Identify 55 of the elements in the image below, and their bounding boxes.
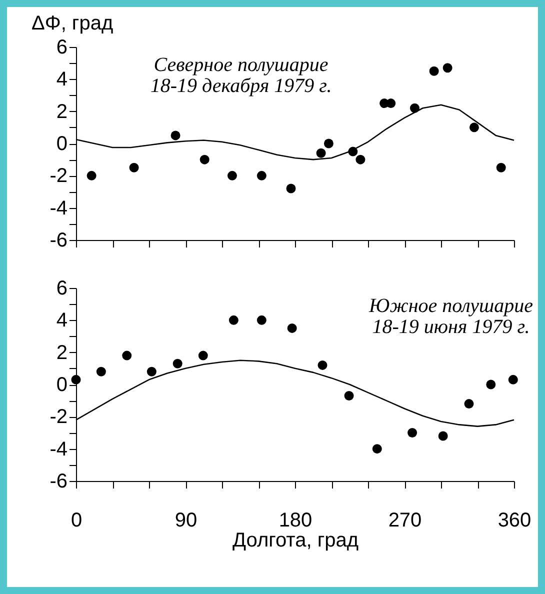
x-tick-label: 270 (388, 510, 422, 532)
y-tick-label: -4 (50, 438, 68, 460)
point (438, 431, 448, 441)
point (96, 366, 106, 376)
point (256, 170, 266, 180)
point (318, 360, 328, 370)
y-tick-label: -2 (50, 406, 68, 428)
annotation: Северное полушарие 18-19 декабря 1979 г. (150, 54, 332, 97)
y-tick-label: 6 (56, 36, 68, 58)
point (386, 98, 396, 108)
y-tick-label: -6 (50, 230, 68, 252)
y-tick-label: 0 (56, 374, 68, 396)
y-tick-label: 6 (56, 278, 68, 300)
point (429, 66, 439, 76)
point (442, 63, 452, 73)
y-tick-label: 2 (56, 342, 68, 364)
point (172, 358, 182, 368)
point (408, 428, 418, 438)
y-axis-title: ΔΦ, град (32, 12, 114, 34)
point (122, 350, 132, 360)
point (198, 350, 208, 360)
point (286, 184, 296, 194)
x-axis-title: Долгота, град (232, 530, 359, 552)
y-tick-label: 0 (56, 133, 68, 155)
point (344, 391, 354, 400)
point (324, 138, 334, 148)
point (146, 366, 156, 376)
point (129, 162, 139, 172)
point (372, 444, 382, 454)
point (71, 374, 81, 384)
point (356, 154, 366, 164)
y-tick-label: -4 (50, 197, 68, 220)
point (256, 315, 266, 325)
y-tick-label: -2 (50, 165, 68, 188)
point (486, 380, 496, 390)
y-tick-label: -6 (50, 470, 68, 492)
y-tick-label: 4 (56, 310, 68, 332)
point (86, 170, 96, 180)
y-tick-label: 4 (56, 68, 68, 91)
point (464, 399, 474, 409)
x-tick-label: 360 (498, 510, 532, 532)
x-tick-label: 180 (278, 510, 312, 532)
y-tick-label: 2 (56, 100, 68, 123)
point (469, 122, 479, 132)
point (287, 323, 297, 333)
point (316, 148, 326, 158)
point (228, 315, 238, 325)
point (496, 162, 506, 172)
annotation: Южное полушарие 18-19 июня 1979 г. (368, 295, 534, 338)
point (227, 170, 237, 180)
point (200, 154, 210, 164)
point (508, 374, 518, 384)
x-tick-label: 90 (174, 510, 198, 532)
point (170, 130, 180, 140)
x-tick-label: 0 (70, 510, 82, 532)
